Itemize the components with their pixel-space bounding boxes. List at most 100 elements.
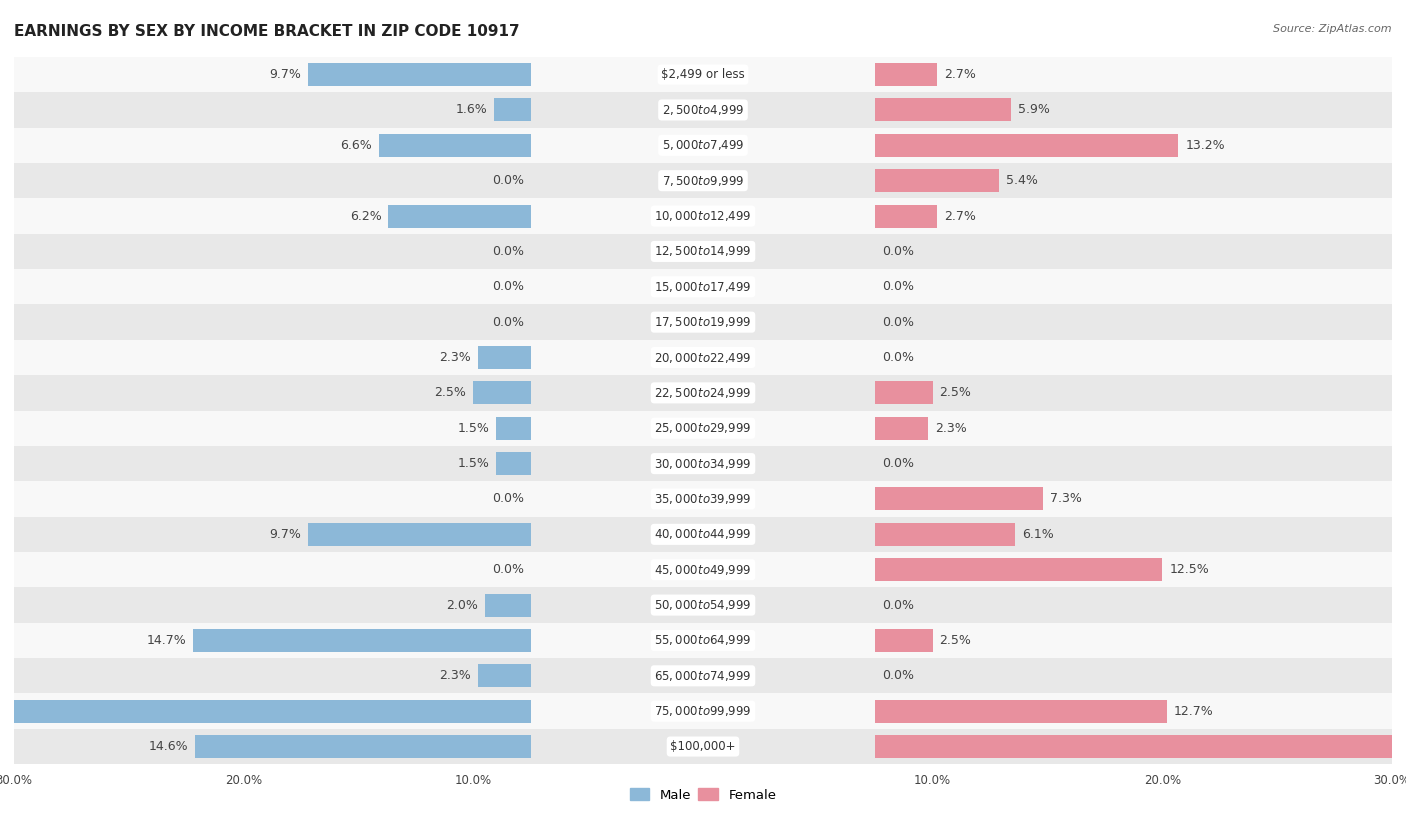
- Text: $75,000 to $99,999: $75,000 to $99,999: [654, 704, 752, 718]
- Text: 5.9%: 5.9%: [1018, 103, 1049, 116]
- Text: 0.0%: 0.0%: [882, 598, 914, 611]
- Text: 0.0%: 0.0%: [882, 315, 914, 328]
- Text: 0.0%: 0.0%: [492, 493, 524, 506]
- Text: 2.5%: 2.5%: [434, 386, 467, 399]
- Text: 14.7%: 14.7%: [146, 634, 186, 647]
- Text: 12.5%: 12.5%: [1170, 563, 1209, 576]
- Text: $7,500 to $9,999: $7,500 to $9,999: [662, 174, 744, 188]
- Bar: [875, 417, 928, 440]
- Bar: [14, 128, 1392, 163]
- Text: 2.5%: 2.5%: [939, 386, 972, 399]
- Bar: [474, 381, 531, 404]
- Bar: [875, 169, 1000, 192]
- Text: 0.0%: 0.0%: [882, 669, 914, 682]
- Bar: [308, 523, 531, 546]
- Bar: [496, 417, 531, 440]
- Bar: [195, 735, 531, 758]
- Text: 6.6%: 6.6%: [340, 139, 373, 152]
- Text: 2.7%: 2.7%: [945, 68, 976, 81]
- Text: $10,000 to $12,499: $10,000 to $12,499: [654, 209, 752, 223]
- Text: 0.0%: 0.0%: [492, 245, 524, 258]
- Text: 0.0%: 0.0%: [882, 457, 914, 470]
- Text: 6.2%: 6.2%: [350, 210, 381, 223]
- Bar: [14, 304, 1392, 340]
- Bar: [875, 735, 1406, 758]
- Text: 0.0%: 0.0%: [882, 245, 914, 258]
- Text: 1.6%: 1.6%: [456, 103, 486, 116]
- Text: 0.0%: 0.0%: [492, 315, 524, 328]
- Bar: [875, 205, 938, 228]
- Text: 2.5%: 2.5%: [939, 634, 972, 647]
- Bar: [14, 481, 1392, 517]
- Bar: [14, 729, 1392, 764]
- Bar: [0, 700, 531, 723]
- Bar: [478, 664, 531, 687]
- Text: $25,000 to $29,999: $25,000 to $29,999: [654, 421, 752, 435]
- Bar: [485, 593, 531, 616]
- Text: 0.0%: 0.0%: [492, 563, 524, 576]
- Text: 12.7%: 12.7%: [1174, 705, 1213, 718]
- Text: 13.2%: 13.2%: [1185, 139, 1225, 152]
- Bar: [14, 693, 1392, 729]
- Text: $40,000 to $44,999: $40,000 to $44,999: [654, 528, 752, 541]
- Text: 1.5%: 1.5%: [457, 422, 489, 435]
- Bar: [14, 446, 1392, 481]
- Bar: [14, 587, 1392, 623]
- Bar: [875, 98, 1011, 121]
- Text: $12,500 to $14,999: $12,500 to $14,999: [654, 245, 752, 259]
- Text: $35,000 to $39,999: $35,000 to $39,999: [654, 492, 752, 506]
- Bar: [875, 700, 1167, 723]
- Bar: [478, 346, 531, 369]
- Text: 2.3%: 2.3%: [439, 669, 471, 682]
- Text: $100,000+: $100,000+: [671, 740, 735, 753]
- Text: $17,500 to $19,999: $17,500 to $19,999: [654, 315, 752, 329]
- Text: EARNINGS BY SEX BY INCOME BRACKET IN ZIP CODE 10917: EARNINGS BY SEX BY INCOME BRACKET IN ZIP…: [14, 24, 520, 39]
- Text: 14.6%: 14.6%: [149, 740, 188, 753]
- Text: 0.0%: 0.0%: [492, 174, 524, 187]
- Bar: [14, 233, 1392, 269]
- Bar: [875, 63, 938, 86]
- Bar: [875, 523, 1015, 546]
- Bar: [875, 488, 1043, 511]
- Bar: [14, 163, 1392, 198]
- Bar: [14, 198, 1392, 234]
- Text: $30,000 to $34,999: $30,000 to $34,999: [654, 457, 752, 471]
- Text: 9.7%: 9.7%: [269, 68, 301, 81]
- Text: 5.4%: 5.4%: [1007, 174, 1038, 187]
- Bar: [14, 552, 1392, 587]
- Text: 2.3%: 2.3%: [935, 422, 967, 435]
- Bar: [14, 623, 1392, 659]
- Legend: Male, Female: Male, Female: [624, 783, 782, 807]
- Bar: [14, 57, 1392, 92]
- Text: $5,000 to $7,499: $5,000 to $7,499: [662, 138, 744, 152]
- Text: Source: ZipAtlas.com: Source: ZipAtlas.com: [1274, 24, 1392, 34]
- Text: 6.1%: 6.1%: [1022, 528, 1054, 541]
- Bar: [875, 559, 1163, 581]
- Bar: [14, 411, 1392, 446]
- Bar: [14, 517, 1392, 552]
- Text: 9.7%: 9.7%: [269, 528, 301, 541]
- Text: $2,500 to $4,999: $2,500 to $4,999: [662, 103, 744, 117]
- Text: $2,499 or less: $2,499 or less: [661, 68, 745, 81]
- Bar: [308, 63, 531, 86]
- Text: 2.0%: 2.0%: [446, 598, 478, 611]
- Text: 0.0%: 0.0%: [882, 280, 914, 293]
- Bar: [388, 205, 531, 228]
- Bar: [14, 92, 1392, 128]
- Text: 2.7%: 2.7%: [945, 210, 976, 223]
- Bar: [875, 381, 932, 404]
- Text: $55,000 to $64,999: $55,000 to $64,999: [654, 633, 752, 647]
- Bar: [875, 629, 932, 652]
- Bar: [875, 134, 1178, 157]
- Bar: [496, 452, 531, 475]
- Bar: [14, 340, 1392, 375]
- Text: $50,000 to $54,999: $50,000 to $54,999: [654, 598, 752, 612]
- Text: $20,000 to $22,499: $20,000 to $22,499: [654, 350, 752, 364]
- Text: 7.3%: 7.3%: [1050, 493, 1081, 506]
- Bar: [193, 629, 531, 652]
- Bar: [14, 269, 1392, 304]
- Text: $22,500 to $24,999: $22,500 to $24,999: [654, 386, 752, 400]
- Text: 0.0%: 0.0%: [882, 351, 914, 364]
- Text: $45,000 to $49,999: $45,000 to $49,999: [654, 563, 752, 576]
- Bar: [380, 134, 531, 157]
